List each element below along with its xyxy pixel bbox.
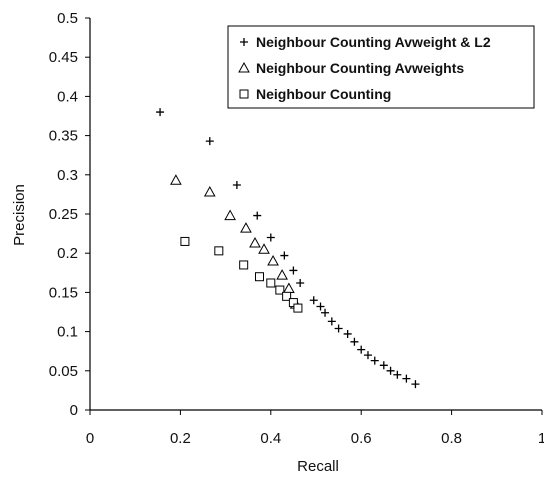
data-point-triangle <box>258 243 270 254</box>
y-tick-label: 0.25 <box>49 206 78 223</box>
x-tick-label: 1 <box>538 430 544 447</box>
data-point-plus <box>357 345 366 354</box>
data-point-plus <box>289 266 298 275</box>
data-point-plus <box>363 351 372 360</box>
data-point-plus <box>309 296 318 305</box>
data-point-plus <box>296 278 305 287</box>
x-axis-title: Recall <box>297 458 339 475</box>
y-tick-label: 0.05 <box>49 363 78 380</box>
y-tick-label: 0.5 <box>57 10 78 27</box>
y-tick-label: 0.2 <box>57 245 78 262</box>
data-point-square <box>288 298 298 308</box>
y-tick-label: 0.1 <box>57 324 78 341</box>
data-point-plus <box>343 329 352 338</box>
data-point-plus <box>379 361 388 370</box>
data-point-plus <box>316 302 325 311</box>
data-point-triangle <box>276 269 288 280</box>
data-point-triangle <box>170 174 182 185</box>
data-point-triangle <box>267 255 279 266</box>
data-point-square <box>255 272 264 282</box>
data-point-plus <box>205 137 214 146</box>
y-tick-label: 0.15 <box>49 284 78 301</box>
data-point-plus <box>402 374 411 383</box>
legend-label: Neighbour Counting <box>256 86 391 102</box>
legend: Neighbour Counting Avweight & L2 Neighbou… <box>227 25 535 109</box>
legend-label: Neighbour Counting Avweights <box>256 60 464 76</box>
x-tick-label: 0.6 <box>351 430 372 447</box>
data-point-triangle <box>249 236 261 248</box>
x-tick-label: 0.4 <box>260 430 281 447</box>
data-point-plus <box>350 337 359 346</box>
data-point-plus <box>386 366 395 375</box>
x-tick-label: 0 <box>86 430 94 447</box>
data-point-plus <box>280 251 289 260</box>
y-ticks: 0 0.05 0.1 0.15 0.2 0.25 0.3 0.35 0.4 0.45 0.5 <box>49 10 90 419</box>
data-point-plus <box>393 370 402 379</box>
data-point-triangle <box>203 186 216 197</box>
y-tick-label: 0.45 <box>49 49 78 66</box>
data-point-plus <box>156 108 165 117</box>
data-point-plus <box>321 308 330 317</box>
data-point-plus <box>253 211 262 220</box>
data-point-plus <box>232 180 241 189</box>
x-tick-label: 0.2 <box>170 430 191 447</box>
y-tick-label: 0.35 <box>49 128 78 145</box>
data-point-plus <box>370 356 379 365</box>
data-point-square <box>214 246 224 256</box>
data-point-plus <box>411 380 420 389</box>
data-point-plus <box>334 324 343 333</box>
y-tick-label: 0.3 <box>57 167 78 184</box>
legend-box <box>227 25 535 109</box>
x-tick-label: 0.8 <box>441 430 462 447</box>
data-points <box>156 108 420 389</box>
x-ticks: 0 0.2 0.4 0.6 0.8 1 <box>86 410 544 447</box>
y-axis-title: Precision <box>11 184 28 246</box>
data-point-square <box>239 260 249 270</box>
y-tick-label: 0 <box>70 402 78 419</box>
legend-marker-square <box>239 89 249 99</box>
legend-marker-triangle <box>238 61 250 73</box>
y-tick-label: 0.4 <box>57 88 78 105</box>
legend-marker-plus <box>240 38 248 46</box>
data-point-triangle <box>240 222 252 233</box>
data-point-square <box>180 236 190 246</box>
data-point-square <box>266 278 276 288</box>
data-point-square <box>282 291 292 301</box>
legend-label: Neighbour Counting Avweight & L2 <box>256 34 491 50</box>
data-point-triangle <box>283 282 295 293</box>
data-point-square <box>293 303 303 313</box>
data-point-triangle <box>224 209 236 221</box>
data-point-plus <box>266 233 275 242</box>
data-point-square <box>275 285 285 295</box>
data-point-plus <box>327 317 336 326</box>
